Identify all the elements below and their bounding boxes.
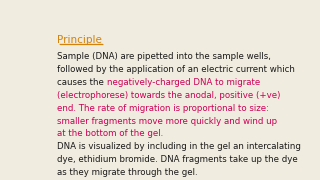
Text: end. The rate of migration is proportional to size:: end. The rate of migration is proportion… [57, 104, 269, 113]
Text: (electrophorese) towards the anodal, positive (+ve): (electrophorese) towards the anodal, pos… [57, 91, 281, 100]
Text: DNA is visualized by including in the gel an intercalating: DNA is visualized by including in the ge… [57, 142, 301, 151]
Text: dye, ethidium bromide. DNA fragments take up the dye: dye, ethidium bromide. DNA fragments tak… [57, 155, 298, 164]
Text: smaller fragments move more quickly and wind up: smaller fragments move more quickly and … [57, 116, 277, 125]
Text: at the bottom of the gel.: at the bottom of the gel. [57, 129, 164, 138]
Text: causes the: causes the [57, 78, 107, 87]
Text: negatively-charged DNA to migrate: negatively-charged DNA to migrate [107, 78, 260, 87]
Text: as they migrate through the gel.: as they migrate through the gel. [57, 168, 198, 177]
Text: Principle: Principle [57, 35, 102, 46]
Text: Sample (DNA) are pipetted into the sample wells,: Sample (DNA) are pipetted into the sampl… [57, 52, 271, 61]
Text: followed by the application of an electric current which: followed by the application of an electr… [57, 65, 295, 74]
